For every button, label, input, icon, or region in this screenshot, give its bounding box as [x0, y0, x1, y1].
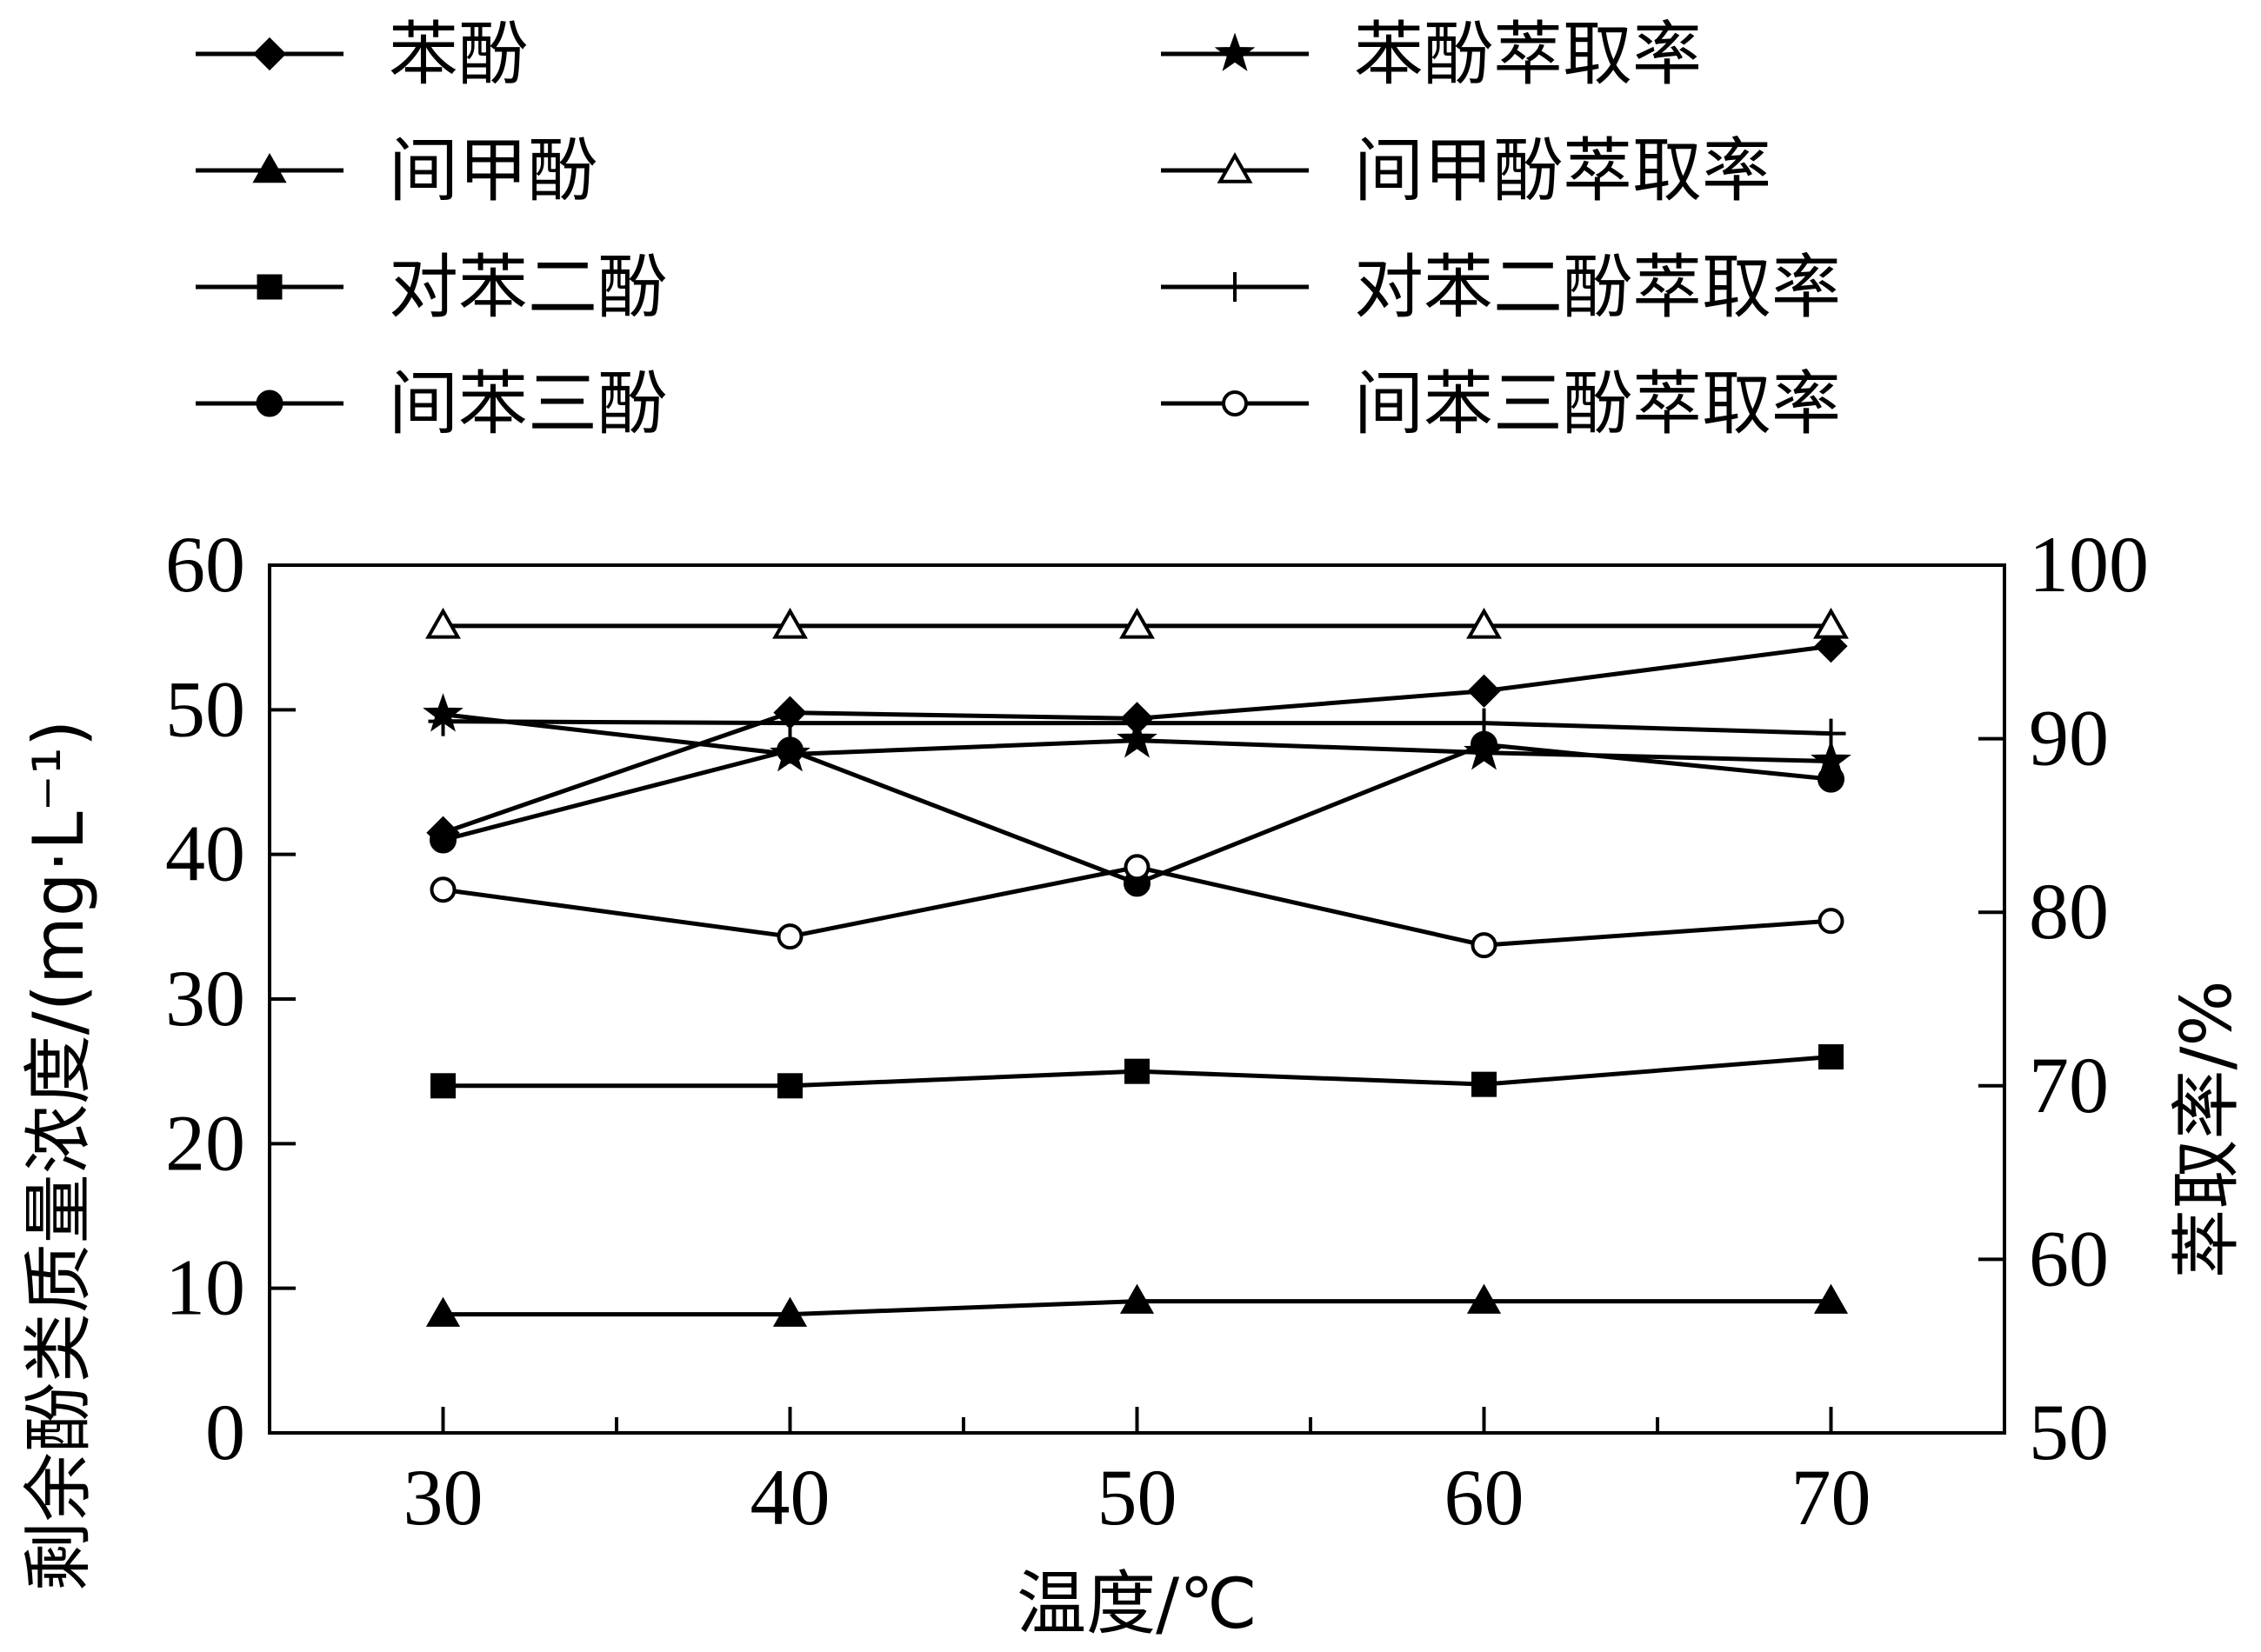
data-point	[1122, 708, 1152, 738]
y-right-tick-label: 50	[2029, 1388, 2109, 1476]
series-5	[423, 693, 1851, 779]
series-7	[428, 706, 1846, 749]
legend-label: 间苯三酚	[389, 363, 667, 444]
axes: 30 40 50 60 70 0 10 20 30 40 50 60 50 60 70 80 90 100	[165, 520, 2149, 1542]
legend-item: 间甲酚萃取率	[1161, 130, 1771, 211]
legend-item: 苯酚萃取率	[1161, 14, 1702, 95]
legend-item: 间苯三酚萃取率	[1161, 363, 1841, 444]
data-point	[1471, 1071, 1497, 1097]
y-right-tick-label: 70	[2029, 1041, 2109, 1129]
data-point	[425, 607, 461, 639]
legend-marker	[256, 390, 283, 417]
y-left-tick-label: 40	[165, 809, 245, 898]
legend-marker	[252, 152, 287, 183]
data-point	[1119, 1283, 1155, 1314]
legend-item: 对苯二酚萃取率	[1161, 247, 1841, 328]
data-point	[1119, 607, 1155, 639]
axis-titles: 温度/℃ 剩余酚类质量浓度/(mg·L⁻¹) 萃取率/%	[18, 720, 2247, 1644]
legend-marker	[257, 274, 283, 300]
data-point	[430, 1073, 456, 1099]
data-point	[775, 708, 805, 738]
y-axis-left-title: 剩余酚类质量浓度/(mg·L⁻¹)	[18, 720, 99, 1591]
legend-label: 苯酚	[389, 14, 528, 95]
data-point	[425, 1296, 461, 1327]
legend-marker	[1214, 32, 1256, 71]
y-left-tick-label: 10	[165, 1243, 245, 1332]
legend-item: 间甲酚	[196, 130, 597, 211]
data-point	[1124, 854, 1151, 881]
legend-label: 间甲酚萃取率	[1354, 130, 1771, 211]
series-2	[425, 1283, 1849, 1327]
series-layer	[423, 607, 1851, 1327]
x-tick-label: 40	[750, 1453, 830, 1542]
series-6	[425, 607, 1849, 639]
data-point	[1816, 718, 1846, 749]
data-point	[1471, 932, 1497, 959]
legend-marker	[1220, 272, 1250, 302]
data-point	[1814, 629, 1848, 663]
legend-item: 苯酚	[196, 14, 528, 95]
legend-item: 间苯三酚	[196, 363, 667, 444]
data-point	[1469, 708, 1499, 738]
y-left-tick-label: 60	[165, 520, 245, 609]
legend-marker	[252, 37, 287, 71]
y-left-tick-label: 20	[165, 1098, 245, 1187]
data-point	[1818, 1044, 1844, 1070]
legend-label: 对苯二酚	[389, 247, 667, 328]
y-right-tick-label: 80	[2029, 867, 2109, 956]
y-left-tick-label: 0	[205, 1388, 245, 1476]
y-axis-right-title: 萃取率/%	[2166, 981, 2247, 1279]
data-point	[1466, 1283, 1502, 1314]
x-axis-title: 温度/℃	[1017, 1563, 1257, 1644]
data-point	[1466, 607, 1502, 639]
data-point	[1124, 1058, 1150, 1084]
data-point	[1467, 674, 1501, 708]
legend-item: 对苯二酚	[196, 247, 667, 328]
data-point	[1813, 1283, 1849, 1314]
x-tick-label: 70	[1791, 1453, 1871, 1542]
series-3	[430, 1044, 1844, 1099]
data-point	[1117, 719, 1157, 758]
data-point	[1811, 739, 1851, 779]
x-tick-label: 50	[1097, 1453, 1177, 1542]
data-point	[428, 706, 458, 736]
y-left-tick-label: 30	[165, 954, 245, 1042]
data-point	[430, 876, 457, 903]
y-right-tick-label: 60	[2029, 1214, 2109, 1302]
data-point	[772, 1296, 808, 1327]
data-point	[1817, 908, 1844, 935]
x-tick-label: 30	[404, 1453, 484, 1542]
y-right-tick-label: 90	[2029, 694, 2109, 783]
legend-label: 间苯三酚萃取率	[1354, 363, 1841, 444]
data-point	[430, 826, 457, 854]
data-point	[777, 923, 804, 950]
legend-label: 对苯二酚萃取率	[1354, 247, 1841, 328]
data-point	[777, 1073, 803, 1099]
legend-marker	[1217, 151, 1253, 183]
legend-label: 苯酚萃取率	[1354, 14, 1702, 95]
legend-label: 间甲酚	[389, 130, 597, 211]
data-point	[1464, 731, 1504, 770]
data-point	[1813, 607, 1849, 639]
data-point	[772, 607, 808, 639]
y-right-tick-label: 100	[2029, 520, 2149, 609]
legend-marker	[1222, 390, 1248, 416]
y-left-tick-label: 50	[165, 664, 245, 753]
data-point	[770, 733, 810, 772]
x-tick-label: 60	[1444, 1453, 1524, 1542]
series-8	[430, 854, 1844, 959]
